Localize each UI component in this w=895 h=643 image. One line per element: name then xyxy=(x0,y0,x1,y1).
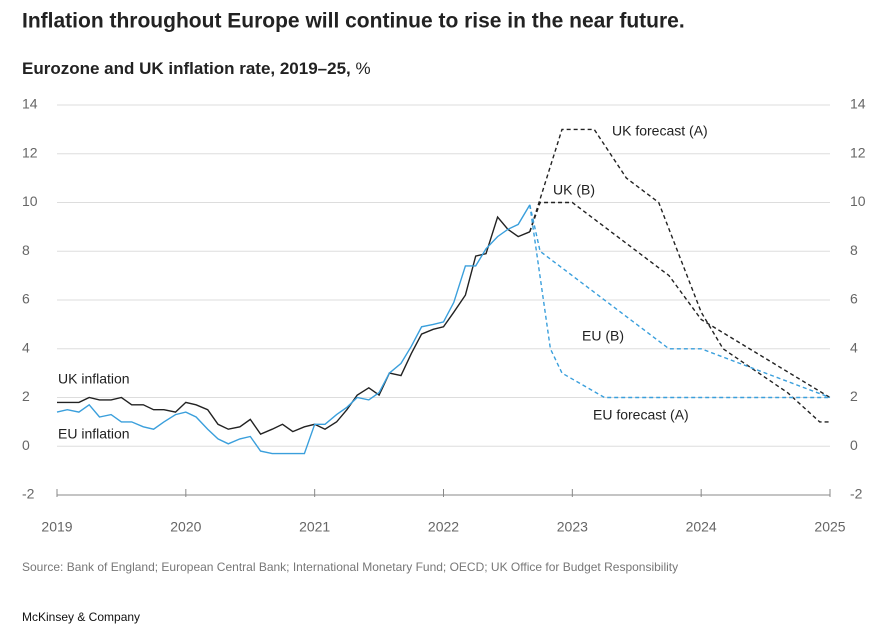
y-tick-label: 12 xyxy=(22,144,38,160)
series-line xyxy=(56,204,531,455)
series-line xyxy=(529,128,830,423)
y2-tick-label: 6 xyxy=(850,291,858,307)
y-tick-label: -2 xyxy=(22,486,35,502)
series-line xyxy=(57,215,531,435)
series-line xyxy=(529,204,830,399)
series-label: UK (B) xyxy=(553,182,595,198)
series-line xyxy=(529,204,831,399)
y-tick-label: 10 xyxy=(22,193,38,209)
y-tick-label: 6 xyxy=(22,291,30,307)
x-tick-label: 2024 xyxy=(686,519,717,535)
y2-tick-label: 4 xyxy=(850,339,858,355)
y-tick-label: 14 xyxy=(22,96,38,112)
series-label: UK inflation xyxy=(58,371,130,387)
y-tick-label: 8 xyxy=(22,242,30,258)
x-tick-label: 2019 xyxy=(41,519,72,535)
y2-tick-label: 10 xyxy=(850,193,866,209)
unit: % xyxy=(356,59,371,78)
x-tick-label: 2020 xyxy=(170,519,201,535)
y-tick-label: 2 xyxy=(22,388,30,404)
y2-tick-label: 2 xyxy=(850,388,858,404)
y2-tick-label: 14 xyxy=(850,96,866,112)
series-label: EU forecast (A) xyxy=(593,407,689,423)
series-label: UK forecast (A) xyxy=(612,123,708,139)
y2-tick-label: 8 xyxy=(850,242,858,258)
chart-subtitle: Eurozone and UK inflation rate, 2019–25,… xyxy=(22,59,371,78)
y2-tick-label: 0 xyxy=(850,437,858,453)
series-label: EU inflation xyxy=(58,426,130,442)
x-tick-label: 2025 xyxy=(814,519,845,535)
subtitle-text: Eurozone and UK inflation rate, 2019–25, xyxy=(22,59,351,78)
footer: McKinsey & Company xyxy=(22,610,140,624)
x-tick-label: 2022 xyxy=(428,519,459,535)
x-tick-label: 2021 xyxy=(299,519,330,535)
source: Source: Bank of England; European Centra… xyxy=(22,560,678,574)
chart-title: Inflation throughout Europe will continu… xyxy=(22,10,685,33)
series-label: EU (B) xyxy=(582,328,624,344)
y-tick-label: 4 xyxy=(22,339,30,355)
y2-tick-label: 12 xyxy=(850,144,866,160)
x-tick-label: 2023 xyxy=(557,519,588,535)
y-tick-label: 0 xyxy=(22,437,30,453)
y2-tick-label: -2 xyxy=(850,486,863,502)
